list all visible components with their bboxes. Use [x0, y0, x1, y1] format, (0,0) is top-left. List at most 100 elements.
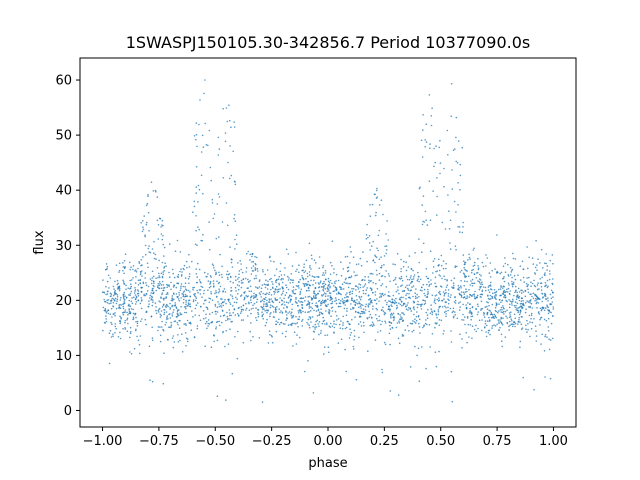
data-point: [405, 298, 407, 300]
data-point: [272, 311, 275, 313]
data-point: [148, 245, 150, 247]
data-point: [326, 322, 328, 324]
data-point: [414, 297, 417, 300]
data-point: [317, 286, 320, 289]
data-point: [312, 284, 314, 286]
data-point: [313, 297, 316, 299]
data-point: [368, 235, 371, 237]
data-point: [441, 299, 443, 302]
data-point: [174, 250, 177, 252]
x-tick-label: −0.25: [252, 434, 292, 449]
data-point: [238, 270, 241, 272]
data-point: [380, 296, 383, 298]
data-point: [519, 340, 522, 343]
data-point: [357, 323, 360, 325]
data-point: [185, 301, 187, 303]
data-point: [504, 271, 507, 274]
data-point: [501, 340, 503, 343]
data-point: [153, 240, 155, 243]
data-point: [464, 263, 466, 266]
data-point: [412, 329, 415, 332]
data-point: [132, 308, 134, 311]
data-point: [381, 283, 384, 285]
data-point: [216, 339, 219, 342]
data-point: [119, 337, 122, 340]
data-point: [383, 313, 386, 316]
data-point: [452, 149, 455, 151]
data-point: [262, 313, 265, 316]
data-point: [128, 310, 131, 313]
data-point: [171, 315, 174, 317]
data-point: [418, 380, 421, 383]
data-point: [220, 302, 223, 305]
data-point: [278, 282, 280, 285]
data-point: [105, 312, 108, 314]
data-point: [140, 291, 143, 293]
data-point: [154, 302, 157, 304]
data-point: [362, 289, 365, 292]
data-point: [279, 297, 281, 299]
data-point: [275, 308, 277, 311]
data-point: [412, 269, 414, 272]
data-point: [270, 288, 272, 291]
data-point: [235, 279, 237, 282]
data-point: [271, 300, 274, 303]
data-point: [339, 299, 342, 302]
data-point: [311, 316, 314, 318]
data-point: [161, 219, 164, 222]
data-point: [330, 296, 333, 299]
data-point: [406, 287, 409, 290]
data-point: [269, 278, 271, 281]
data-point: [295, 343, 298, 345]
data-point: [284, 335, 287, 338]
data-point: [324, 270, 327, 272]
data-point: [195, 186, 198, 188]
data-point: [167, 318, 169, 320]
data-point: [522, 303, 524, 306]
data-point: [140, 287, 143, 289]
data-point: [129, 351, 131, 353]
data-point: [252, 335, 254, 338]
data-point: [462, 221, 464, 224]
data-point: [168, 326, 170, 329]
data-point: [406, 284, 408, 287]
data-point: [446, 129, 449, 132]
data-point: [275, 320, 278, 323]
data-point: [309, 265, 311, 267]
data-point: [346, 255, 349, 258]
data-point: [295, 298, 297, 300]
data-point: [546, 269, 548, 271]
data-point: [502, 306, 505, 309]
data-point: [311, 307, 314, 310]
data-point: [152, 299, 154, 301]
data-point: [416, 311, 418, 313]
data-point: [301, 303, 303, 306]
data-point: [477, 311, 480, 313]
data-point: [487, 286, 490, 288]
data-point: [276, 278, 278, 281]
data-point: [522, 376, 524, 379]
data-point: [274, 288, 277, 290]
data-point: [421, 289, 423, 292]
data-point: [375, 307, 378, 310]
data-point: [418, 280, 420, 283]
data-point: [218, 303, 220, 305]
data-point: [258, 280, 261, 283]
data-point: [442, 260, 445, 262]
data-point: [503, 289, 506, 292]
data-point: [111, 297, 114, 300]
data-point: [148, 300, 150, 302]
data-point: [308, 307, 311, 309]
data-point: [376, 196, 379, 198]
data-point: [201, 286, 204, 289]
data-point: [433, 258, 436, 260]
data-point: [143, 294, 145, 297]
data-point: [386, 220, 388, 222]
data-point: [162, 271, 164, 273]
data-point: [428, 324, 431, 326]
data-point: [395, 290, 398, 293]
data-point: [292, 279, 295, 282]
data-point: [167, 339, 169, 341]
data-point: [461, 338, 463, 340]
data-point: [448, 210, 450, 212]
